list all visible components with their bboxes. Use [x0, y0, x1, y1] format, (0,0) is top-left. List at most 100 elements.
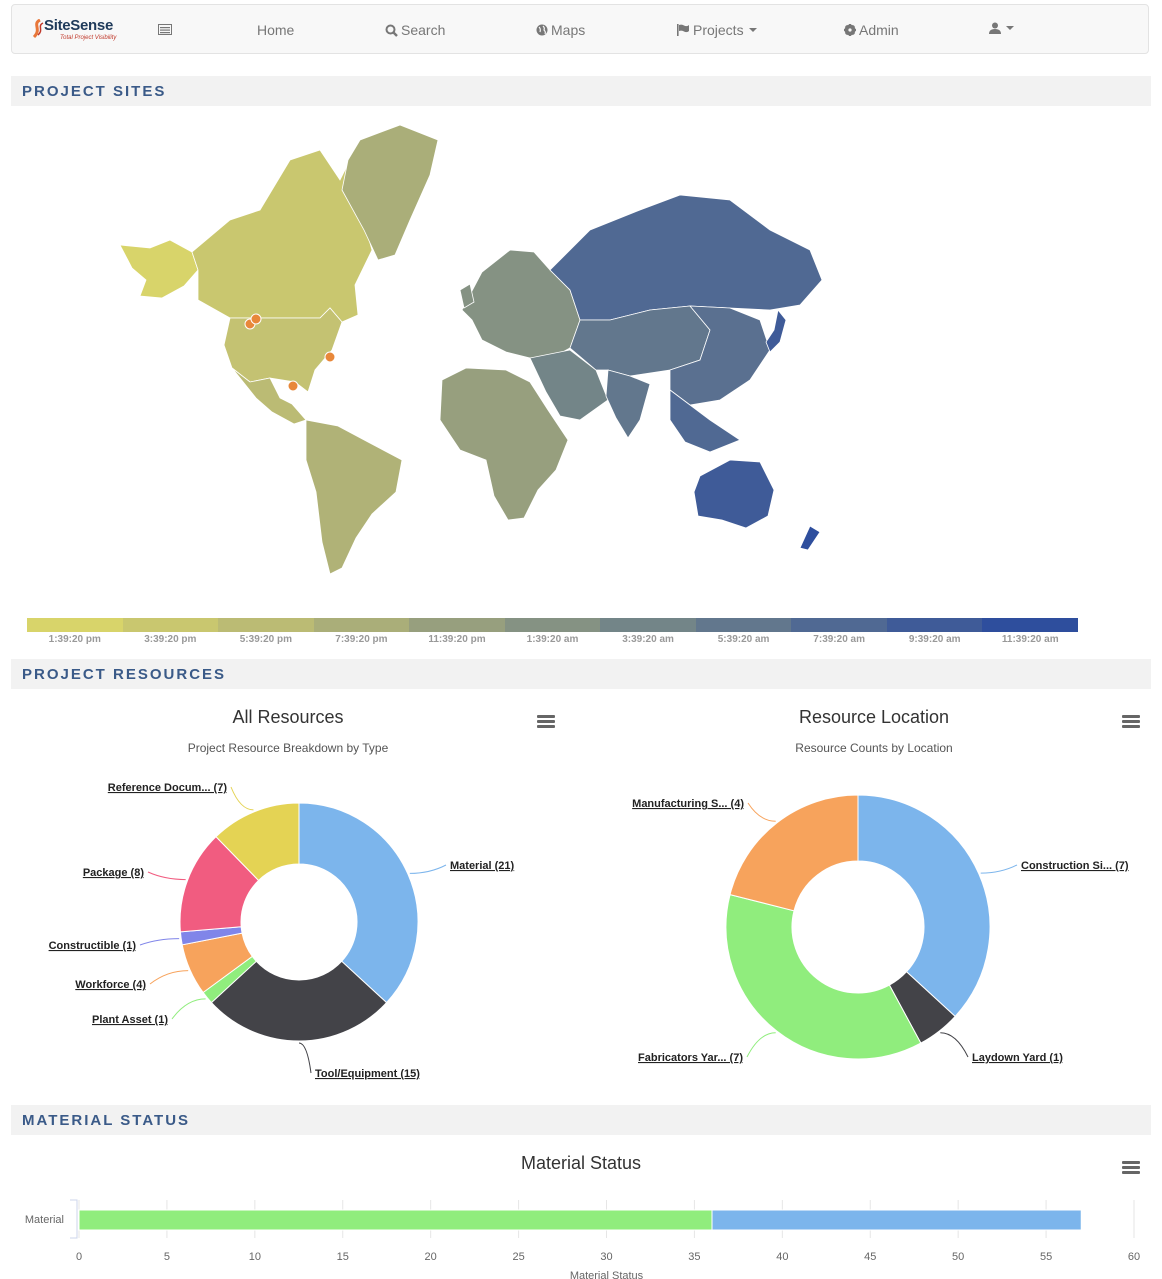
tick-label: 55 — [1040, 1251, 1052, 1263]
tick-label: 25 — [512, 1251, 524, 1263]
legend-label: 11:39:20 am — [1001, 634, 1059, 645]
bar-segment[interactable] — [78, 1209, 713, 1231]
section-title: MATERIAL STATUS — [22, 1112, 191, 1129]
connector-line — [747, 802, 776, 822]
slice-label[interactable]: Constructible (1) — [49, 940, 137, 952]
slice-label[interactable]: Laydown Yard (1) — [972, 1052, 1063, 1064]
material-status-header: MATERIAL STATUS — [11, 1105, 1151, 1135]
connector-line — [980, 864, 1018, 874]
legend-swatch — [791, 618, 887, 632]
map-region-east-asia[interactable] — [669, 305, 771, 406]
donut-slice[interactable] — [725, 893, 922, 1060]
tick-label: 5 — [164, 1251, 170, 1263]
map-region-russia[interactable] — [549, 194, 823, 321]
map-region-africa[interactable] — [439, 367, 569, 521]
connector-line — [746, 1032, 776, 1058]
map-region-middle-east[interactable] — [529, 349, 609, 421]
project-resources-header: PROJECT RESOURCES — [11, 659, 1151, 689]
chart-menu-button[interactable] — [1122, 715, 1140, 729]
user-menu-dropdown[interactable] — [989, 22, 1014, 34]
tick-label: 20 — [425, 1251, 437, 1263]
slice-label[interactable]: Reference Docum... (7) — [108, 782, 228, 794]
section-title: PROJECT SITES — [22, 83, 167, 100]
chevron-down-icon — [1006, 26, 1014, 30]
sidebar-toggle-button[interactable] — [158, 24, 172, 35]
tick-label: 35 — [688, 1251, 700, 1263]
map-region-alaska[interactable] — [119, 239, 199, 299]
nav-maps-label: Maps — [551, 22, 586, 38]
donut-slice[interactable] — [857, 794, 991, 1018]
map-region-southeast-asia[interactable] — [669, 389, 741, 453]
legend-label: 9:39:20 am — [908, 634, 961, 645]
nav-projects-dropdown[interactable]: Projects — [677, 22, 757, 38]
connector-line — [298, 1042, 312, 1074]
donut-slice[interactable] — [729, 794, 859, 912]
nav-admin[interactable]: Admin — [844, 22, 899, 38]
brand-tagline: Total Project Visibility — [60, 35, 117, 41]
connector-line — [149, 970, 189, 985]
world-map[interactable] — [110, 120, 830, 580]
nav-projects-label: Projects — [693, 22, 744, 38]
map-region-greenland[interactable] — [341, 124, 439, 261]
slice-label[interactable]: Plant Asset (1) — [92, 1014, 168, 1026]
legend-label: 11:39:20 pm — [428, 634, 486, 645]
donut-slice[interactable] — [210, 960, 388, 1042]
slice-label[interactable]: Package (8) — [83, 867, 144, 879]
time-zone-legend-labels: 1:39:20 pm 3:39:20 pm 5:39:20 pm 7:39:20 pm… — [27, 634, 1078, 645]
legend-label: 3:39:20 pm — [144, 634, 197, 645]
project-site-marker[interactable] — [287, 380, 299, 392]
slice-label[interactable]: Fabricators Yar... (7) — [638, 1052, 743, 1064]
tick-label: 15 — [337, 1251, 349, 1263]
user-icon — [989, 22, 1001, 34]
legend-swatch — [886, 618, 983, 632]
map-region-australia[interactable] — [693, 459, 775, 529]
chart-menu-button[interactable] — [537, 715, 555, 729]
legend-label: 7:39:20 pm — [335, 634, 388, 645]
material-status-bar-chart: 0 5 10 15 20 25 30 35 40 45 50 55 60 Material Material… — [25, 1199, 1140, 1279]
map-region-south-america[interactable] — [305, 419, 403, 575]
all-resources-donut-chart: Material (21) Tool/Equipment (15) Plant As… — [49, 782, 515, 1080]
project-sites-header: PROJECT SITES — [11, 76, 1151, 106]
legend-label: 7:39:20 am — [813, 634, 865, 645]
donut-slice[interactable] — [298, 802, 419, 1004]
material-status-title: Material Status — [520, 1153, 642, 1173]
globe-icon — [536, 24, 548, 36]
legend-swatch — [122, 618, 219, 632]
axis-title: Material Status — [570, 1270, 644, 1279]
nav-maps[interactable]: Maps — [536, 22, 585, 38]
nav-search-label: Search — [401, 22, 446, 38]
resource-location-donut-chart: Construction Si... (7) Laydown Yard (1) Fa… — [632, 794, 1129, 1064]
legend-label: 1:39:20 am — [526, 634, 579, 645]
nav-home[interactable]: Home — [257, 22, 294, 38]
chart-menu-button[interactable] — [1122, 1161, 1140, 1175]
nav-search[interactable]: Search — [385, 22, 445, 38]
gear-icon — [844, 24, 856, 36]
slice-label[interactable]: Manufacturing S... (4) — [632, 798, 744, 810]
connector-line — [409, 864, 447, 874]
slice-label[interactable]: Workforce (4) — [75, 979, 146, 991]
map-region-india[interactable] — [605, 369, 651, 439]
legend-swatch — [695, 618, 792, 632]
connector-line — [139, 938, 180, 946]
chevron-down-icon — [748, 28, 757, 32]
slice-label[interactable]: Tool/Equipment (15) — [315, 1068, 420, 1080]
all-resources-subtitle: Project Resource Breakdown by Type — [187, 741, 389, 755]
connector-line — [171, 998, 206, 1020]
tick-label: 40 — [776, 1251, 788, 1263]
map-region-japan[interactable] — [765, 309, 787, 353]
section-title: PROJECT RESOURCES — [22, 666, 227, 683]
map-region-new-zealand[interactable] — [799, 525, 821, 551]
brand-logo[interactable]: SiteSense Total Project Visibility — [30, 15, 130, 45]
sitesense-logo-icon — [32, 19, 44, 39]
donut-slice[interactable] — [215, 802, 300, 882]
slice-label[interactable]: Material (21) — [450, 860, 515, 872]
nav-admin-label: Admin — [859, 22, 899, 38]
map-region-mexico[interactable] — [231, 367, 307, 425]
slice-label[interactable]: Construction Si... (7) — [1021, 860, 1129, 872]
all-resources-title: All Resources — [232, 707, 344, 727]
project-site-marker[interactable] — [324, 351, 336, 363]
map-region-uk[interactable] — [459, 283, 475, 309]
project-site-marker[interactable] — [250, 313, 262, 325]
resource-location-title: Resource Location — [798, 707, 950, 727]
bar-segment[interactable] — [711, 1209, 1082, 1231]
